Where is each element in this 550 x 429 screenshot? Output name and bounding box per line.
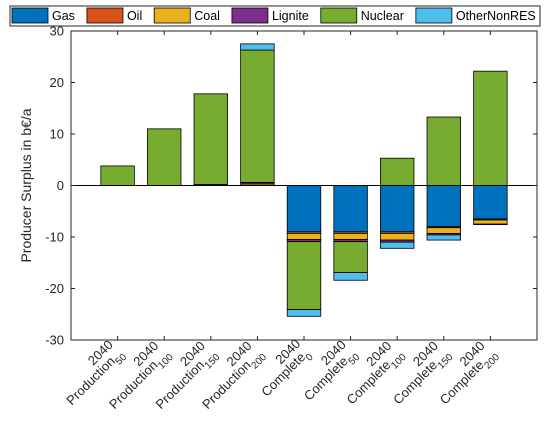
bar-othernonres-6	[380, 241, 415, 249]
legend-swatch-othernonres	[415, 7, 453, 24]
legend-box	[9, 5, 541, 27]
y-tick-label: -30	[45, 333, 64, 348]
bar-gas-7	[426, 185, 461, 228]
legend-swatch-coal	[153, 7, 191, 24]
bar-nuclear-3	[240, 49, 275, 183]
legend-swatch-nuclear	[320, 7, 358, 24]
bar-coal-4	[286, 232, 322, 240]
y-tick-label: 30	[50, 24, 64, 39]
y-tick-label: -20	[45, 281, 64, 296]
bar-gas-4	[286, 185, 322, 233]
bar-coal-8	[473, 219, 508, 225]
bars-layer	[100, 43, 508, 317]
legend-swatch-gas	[11, 7, 49, 24]
bar-othernonres-3	[240, 43, 275, 51]
bar-nuclear-8	[473, 70, 508, 186]
bar-nuclear-7	[426, 116, 461, 186]
bar-othernonres-4	[286, 309, 322, 317]
bar-coal-7	[426, 227, 461, 234]
y-tick-label: 20	[50, 75, 64, 90]
y-axis-label: Producer Surplus in b€/a	[18, 108, 34, 262]
legend-label-nuclear: Nuclear	[361, 9, 404, 23]
bar-nuclear-0	[100, 165, 135, 186]
legend-label-gas: Gas	[52, 9, 75, 23]
legend: Gas Oil Coal Lignite Nuclear OtherNonRES	[9, 5, 541, 27]
legend-label-othernonres: OtherNonRES	[456, 9, 536, 23]
bar-gas-6	[380, 185, 415, 233]
legend-swatch-lignite	[231, 7, 269, 24]
bar-coal-5	[333, 232, 368, 240]
bar-othernonres-5	[333, 272, 368, 281]
bar-nuclear-1	[147, 128, 182, 186]
bar-gas-5	[333, 185, 368, 233]
bar-nuclear-4	[286, 241, 322, 311]
bar-lignite-8	[473, 223, 508, 226]
bar-nuclear-2	[193, 93, 228, 185]
bar-nuclear-5	[333, 241, 368, 273]
legend-swatch-oil	[86, 7, 124, 24]
bar-othernonres-7	[426, 234, 461, 241]
bar-coal-6	[380, 232, 415, 241]
legend-label-coal: Coal	[194, 9, 220, 23]
bar-nuclear-6	[380, 157, 415, 186]
legend-label-oil: Oil	[127, 9, 142, 23]
y-tick-label: -10	[45, 230, 64, 245]
y-tick-label: 0	[57, 178, 64, 193]
y-tick-label: 10	[50, 127, 64, 142]
y-axis: -30 -20 -10 0 10 20 30	[45, 24, 537, 348]
legend-label-lignite: Lignite	[272, 9, 309, 23]
bar-gas-8	[473, 185, 508, 220]
